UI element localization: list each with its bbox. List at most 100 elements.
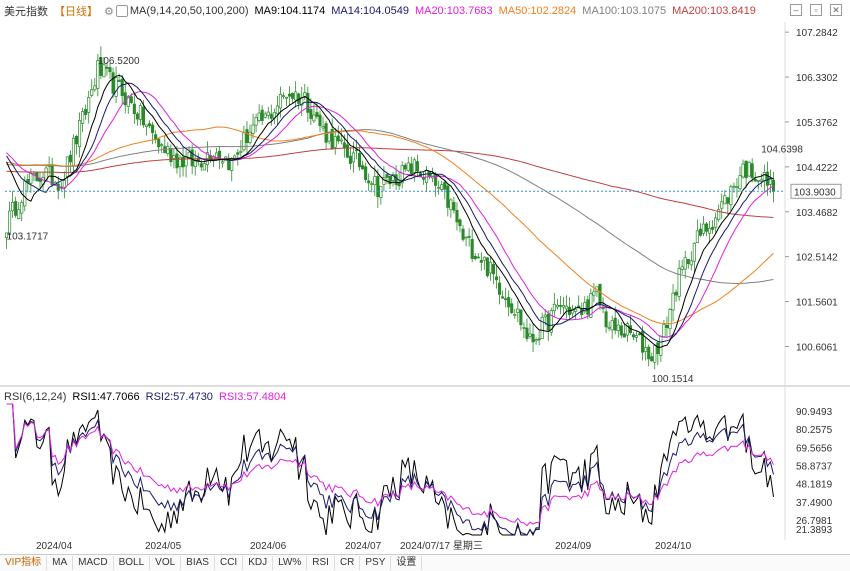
- annotation-low2: 100.1514: [652, 374, 694, 385]
- ma20-line: [6, 90, 774, 338]
- toolbar-item-11[interactable]: PSY: [360, 556, 392, 570]
- instrument-title: 美元指数: [4, 6, 48, 18]
- candle-body: [364, 166, 368, 180]
- candle-body: [397, 182, 401, 187]
- toolbar-item-3[interactable]: BOLL: [114, 556, 151, 570]
- price-tick-label: 106.3302: [796, 73, 838, 84]
- candle-body: [111, 72, 115, 94]
- price-tick-label: 103.4682: [796, 208, 838, 219]
- x-axis-label: 2024/06: [250, 541, 287, 552]
- candle-body: [117, 80, 121, 82]
- candle-body: [552, 303, 556, 312]
- candle-body: [665, 325, 669, 328]
- restore-icon[interactable]: ▫: [810, 4, 822, 16]
- candle-body: [233, 155, 237, 159]
- candle-body: [485, 257, 489, 277]
- toolbar-item-1[interactable]: MA: [47, 556, 74, 570]
- ma-label: MA(9,14,20,50,100,200): [129, 5, 249, 17]
- candle-body: [281, 95, 286, 97]
- candle-body: [187, 151, 191, 159]
- candle-body: [254, 117, 258, 126]
- price-tick-label: 102.5142: [796, 253, 838, 264]
- minimize-icon[interactable]: –: [790, 4, 802, 16]
- toolbar-item-5[interactable]: BIAS: [181, 556, 215, 570]
- ma200-value: MA200:103.8419: [672, 5, 756, 17]
- candle-body: [315, 112, 319, 117]
- candle-body: [522, 327, 526, 329]
- candle-body: [123, 92, 127, 106]
- ma50-line: [6, 126, 774, 325]
- candle-body: [698, 228, 702, 236]
- candle-body: [126, 95, 130, 107]
- toolbar-item-2[interactable]: MACD: [73, 556, 114, 570]
- price-chart[interactable]: 107.2842 106.3302 105.3762 104.4222 103.4682…: [0, 0, 850, 554]
- toolbar-item-12[interactable]: 设置: [391, 556, 423, 570]
- candle-body: [260, 109, 264, 121]
- candle-body: [348, 155, 352, 164]
- candle-body: [336, 135, 340, 142]
- candle-body: [677, 268, 681, 297]
- candle-body: [458, 219, 462, 227]
- candle-body: [619, 325, 623, 336]
- candle-body: [765, 171, 769, 186]
- candle-body: [470, 239, 474, 259]
- toolbar-item-9[interactable]: RSI: [307, 556, 335, 570]
- candle-body: [333, 136, 337, 148]
- ma20-value: MA20:103.7683: [414, 5, 493, 17]
- candle-body: [604, 311, 608, 328]
- annotation-high2: 104.6398: [761, 145, 803, 156]
- ma-toggle-icon[interactable]: [115, 5, 128, 17]
- candle-body: [190, 149, 194, 167]
- candle-body: [449, 199, 453, 210]
- ma9-line: [6, 74, 774, 348]
- candle-body: [558, 305, 562, 307]
- ma9-value: MA9:104.1174: [254, 5, 326, 17]
- candle-body: [409, 163, 413, 176]
- candle-body: [622, 333, 626, 338]
- annotation-high1: 106.5200: [98, 56, 140, 67]
- candle-body: [327, 131, 331, 142]
- candle-body: [726, 197, 730, 204]
- candle-body: [571, 308, 575, 314]
- candle-body: [65, 156, 69, 178]
- ma100-line: [6, 129, 774, 285]
- candle-body: [81, 111, 85, 124]
- candle-body: [768, 178, 772, 185]
- candle-body: [735, 186, 739, 189]
- settings-icon[interactable]: ⚙: [104, 5, 114, 18]
- candle-body: [589, 293, 593, 318]
- candle-body: [601, 307, 605, 310]
- candle-body: [717, 209, 721, 220]
- candle-body: [345, 144, 349, 158]
- candle-body: [525, 327, 529, 339]
- toolbar-item-7[interactable]: KDJ: [243, 556, 274, 570]
- candle-body: [613, 317, 617, 331]
- candle-body: [723, 195, 727, 205]
- candle-body: [759, 179, 763, 182]
- candle-body: [62, 179, 66, 188]
- candle-body: [199, 163, 203, 168]
- period-selector[interactable]: 【日线】: [54, 6, 98, 18]
- candle-body: [494, 276, 499, 281]
- ma200-line: [6, 147, 774, 218]
- rsi-line-rsi2: [6, 403, 774, 536]
- close-icon[interactable]: ✕: [830, 4, 842, 16]
- toolbar-item-0[interactable]: VIP指标: [0, 556, 48, 570]
- toolbar-item-4[interactable]: VOL: [150, 556, 182, 570]
- rsi-tick-label: 37.4900: [796, 498, 833, 509]
- candle-body: [11, 202, 15, 212]
- candle-body: [358, 153, 362, 168]
- toolbar-item-6[interactable]: CCI: [215, 556, 244, 570]
- candle-body: [175, 153, 179, 169]
- candle-body: [269, 113, 273, 119]
- candle-body: [476, 256, 480, 259]
- candle-body: [96, 60, 100, 89]
- toolbar-item-8[interactable]: LW%: [273, 556, 308, 570]
- candle-body: [671, 292, 675, 311]
- candle-body: [616, 324, 620, 331]
- candle-body: [631, 334, 636, 338]
- toolbar-item-10[interactable]: CR: [335, 556, 361, 570]
- candle-body: [695, 230, 699, 243]
- candle-body: [321, 126, 325, 129]
- candle-body: [406, 162, 410, 171]
